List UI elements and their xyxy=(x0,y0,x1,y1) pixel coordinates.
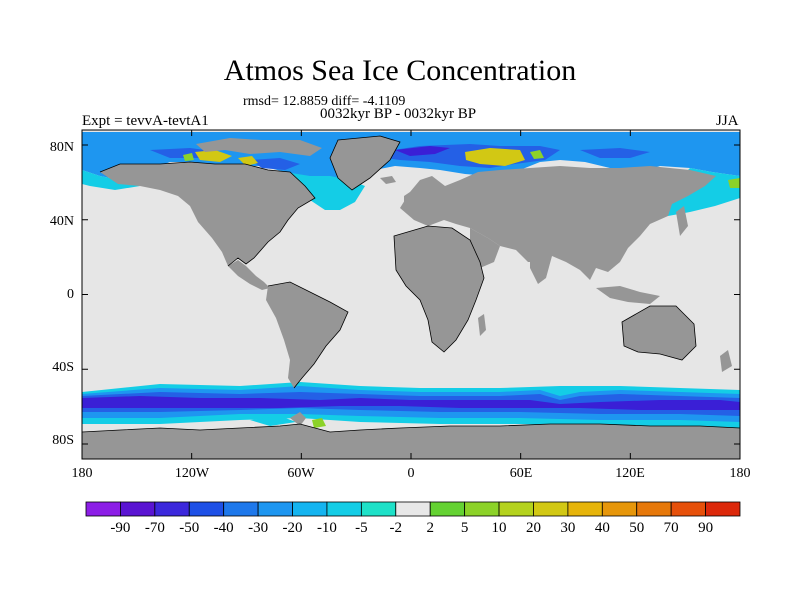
lat-tick-label: 0 xyxy=(67,287,74,302)
colorbar-swatch xyxy=(85,501,121,517)
colorbar-swatch xyxy=(705,501,741,517)
colorbar-label: 5 xyxy=(460,520,469,536)
axis-ticks xyxy=(81,130,741,459)
colorbar-swatch xyxy=(223,501,259,517)
colorbar-swatch xyxy=(464,501,500,517)
colorbar-swatch xyxy=(257,501,293,517)
rmsd-diff-stats: rmsd= 12.8859 diff= -4.1109 xyxy=(243,94,406,109)
lat-tick-label: 40N xyxy=(49,214,74,229)
colorbar-label: -70 xyxy=(144,520,165,536)
colorbar-label: 70 xyxy=(663,520,679,536)
lon-tick-label: 180 xyxy=(71,466,93,481)
lon-tick-label: 120W xyxy=(174,466,210,481)
colorbar-label: -40 xyxy=(213,520,234,536)
colorbar-swatch xyxy=(326,501,362,517)
colorbar-swatch xyxy=(498,501,534,517)
colorbar-swatch xyxy=(120,501,156,517)
colorbar-swatch xyxy=(533,501,569,517)
colorbar-label: -5 xyxy=(355,520,368,536)
colorbar-label: 20 xyxy=(525,520,541,536)
colorbar-label: 2 xyxy=(426,520,434,536)
land-mask xyxy=(82,136,740,459)
colorbar-swatch xyxy=(636,501,672,517)
colorbar-swatch xyxy=(188,501,225,517)
colorbar-label: 30 xyxy=(560,520,576,536)
colorbar-swatch xyxy=(154,501,190,517)
colorbar-label: -20 xyxy=(282,520,303,536)
colorbar-label: -50 xyxy=(179,520,200,536)
season-label: JJA xyxy=(716,113,739,129)
map-plot-area xyxy=(82,130,740,459)
lon-tick-label: 180 xyxy=(729,466,751,481)
colorbar-label: -90 xyxy=(110,520,131,536)
colorbar-label: -10 xyxy=(316,520,337,536)
coastlines xyxy=(82,135,740,433)
experiment-label: Expt = tevvA-tevtA1 xyxy=(82,113,209,129)
map-title: Atmos Sea Ice Concentration xyxy=(223,54,577,87)
colorbar-label: 90 xyxy=(698,520,714,536)
lat-tick-label: 80S xyxy=(52,433,74,448)
colorbar-swatch xyxy=(292,501,328,517)
southern-ocean-difference-field xyxy=(82,382,740,436)
colorbar-label: 10 xyxy=(491,520,507,536)
colorbar-label: 50 xyxy=(629,520,645,536)
colorbar-swatch xyxy=(567,501,603,517)
period-label: 0032kyr BP - 0032kyr BP xyxy=(320,106,477,122)
lon-tick-label: 0 xyxy=(407,466,415,481)
colorbar-label: 40 xyxy=(594,520,610,536)
lon-tick-label: 60E xyxy=(509,466,533,481)
colorbar-label: -2 xyxy=(389,520,403,536)
lat-tick-label: 80N xyxy=(49,140,74,155)
colorbar-swatch xyxy=(395,501,431,517)
colorbar-swatch xyxy=(360,501,397,517)
lon-tick-label: 120E xyxy=(615,466,645,481)
colorbar xyxy=(85,501,741,517)
colorbar-swatch xyxy=(670,501,706,517)
lon-tick-label: 60W xyxy=(287,466,315,481)
colorbar-swatch xyxy=(601,501,638,517)
colorbar-label: -30 xyxy=(248,520,269,536)
colorbar-swatch xyxy=(429,501,466,517)
lat-tick-label: 40S xyxy=(52,360,74,375)
